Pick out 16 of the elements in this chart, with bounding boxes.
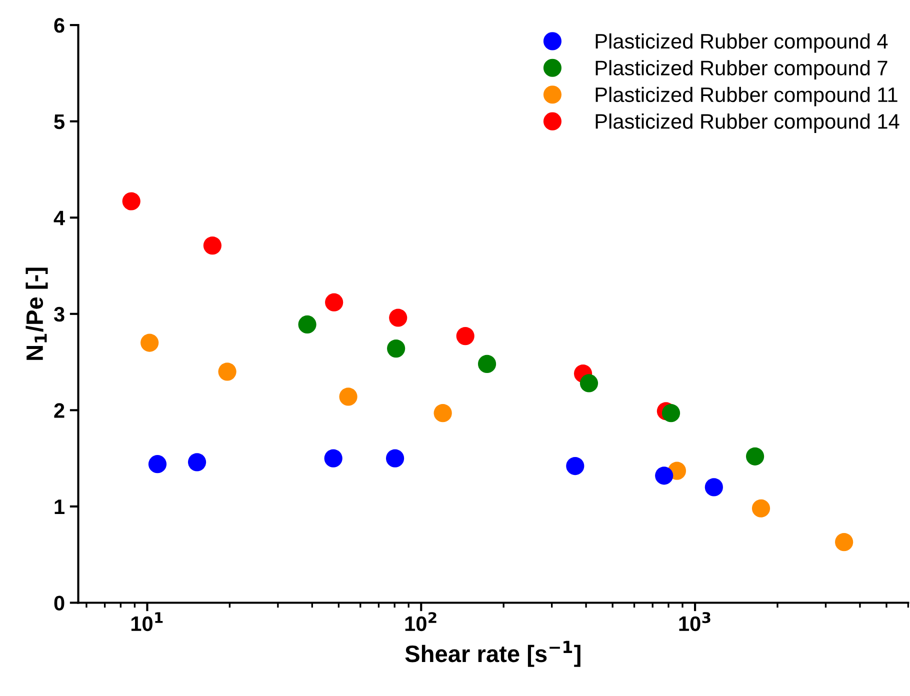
y-tick-label: 4 bbox=[54, 210, 65, 226]
legend-label: Plasticized Rubber compound 14 bbox=[596, 114, 900, 133]
legend-label: Plasticized Rubber compound 11 bbox=[596, 86, 898, 106]
y-axis-title: N$_{1}$/Pe [-] bbox=[26, 268, 48, 360]
legend-label: Plasticized Rubber compound 4 bbox=[596, 33, 888, 53]
x-axis-title: Shear rate [s$^{−1}$] bbox=[405, 640, 580, 667]
legend-label: Plasticized Rubber compound 7 bbox=[596, 60, 888, 80]
y-tick-label: 5 bbox=[54, 114, 64, 130]
y-tick-label: 6 bbox=[54, 18, 64, 33]
x-tick-label: 10$^{3}$ bbox=[679, 612, 710, 632]
x-tick-label: 10$^{2}$ bbox=[405, 612, 436, 632]
y-tick-label: 0 bbox=[54, 596, 64, 610]
y-tick-label: 2 bbox=[54, 403, 64, 418]
y-tick-label: 3 bbox=[54, 306, 64, 322]
y-tick-label: 1 bbox=[54, 500, 64, 514]
x-tick-label: 10$^{1}$ bbox=[131, 612, 163, 632]
